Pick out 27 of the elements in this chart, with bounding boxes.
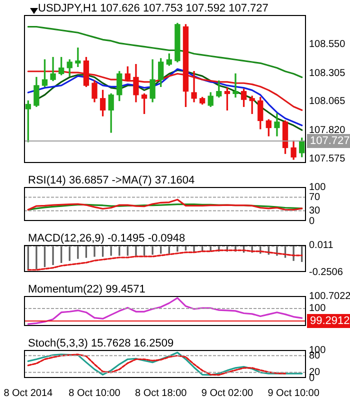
y-tick-label: 107.575	[309, 154, 346, 165]
x-tick-label: 8 Oct 10:00	[68, 388, 121, 399]
y-tick-label: 108.550	[309, 39, 346, 50]
x-tick-label: 9 Oct 10:00	[268, 388, 320, 399]
y-tick-label: 80	[309, 350, 321, 362]
x-tick-label: 8 Oct 18:00	[135, 388, 188, 399]
y-tick-label: 108.305	[309, 68, 346, 79]
x-tick-label: 9 Oct 02:00	[201, 388, 254, 399]
y-tick-label: 30	[309, 206, 321, 217]
y-tick-label: 0.011	[309, 240, 334, 251]
y-tick-label: 100	[309, 303, 326, 314]
x-tick-label: 8 Oct 2014	[4, 388, 54, 399]
ref-line-label: 107.727	[310, 135, 350, 148]
chart-title: MACD(12,26,9) -0.1495 -0.0948	[28, 232, 186, 245]
line-series	[27, 249, 303, 271]
y-tick-label: 100.7022	[309, 290, 350, 302]
chart-title: Stoch(5,3,3) 15.7628 16.2509	[28, 338, 174, 350]
chart-title: RSI(14) 36.6857 ->MA(7) 37.1604	[28, 174, 195, 187]
y-tick-label: 107.820	[309, 124, 346, 136]
y-tick-label: -0.2506	[309, 266, 344, 278]
y-tick-label: 100	[309, 182, 326, 193]
y-tick-label: 70	[309, 192, 321, 203]
chart-title: USDJPY,H1 107.626 107.753 107.592 107.727	[38, 2, 268, 15]
y-tick-label: 0	[309, 216, 315, 227]
y-tick-label: 108.065	[309, 96, 346, 108]
ref-line-label: 99.2912	[310, 315, 350, 328]
chart-title: Momentum(22) 99.4571	[28, 284, 146, 296]
